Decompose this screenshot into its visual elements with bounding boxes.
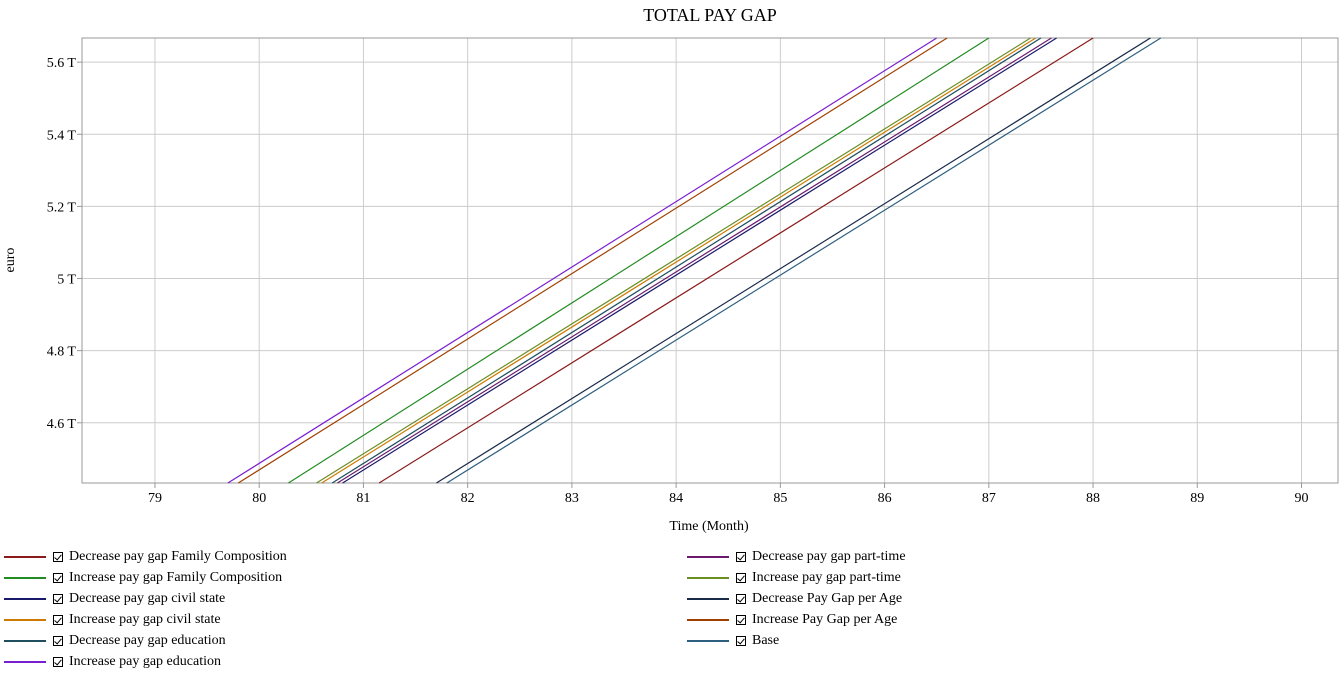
legend-checkbox[interactable] xyxy=(736,551,746,562)
x-tick-label: 84 xyxy=(669,491,683,506)
y-tick-label: 5.2 T xyxy=(47,200,77,215)
y-tick-label: 5.6 T xyxy=(47,56,77,71)
legend-swatch xyxy=(687,618,729,621)
x-tick-label: 79 xyxy=(148,491,162,506)
legend-item-increase-pay-gap-civil-state[interactable]: Increase pay gap civil state xyxy=(0,609,221,630)
legend-checkbox[interactable] xyxy=(53,551,63,562)
legend-item-increase-pay-gap-part-time[interactable]: Increase pay gap part-time xyxy=(683,567,901,588)
series-line-decrease-pay-gap-per-age xyxy=(436,37,1151,484)
legend-label: Increase pay gap part-time xyxy=(752,569,901,585)
legend-swatch xyxy=(4,576,46,579)
legend-item-increase-pay-gap-family-composition[interactable]: Increase pay gap Family Composition xyxy=(0,567,282,588)
legend-item-increase-pay-gap-per-age[interactable]: Increase Pay Gap per Age xyxy=(683,609,897,630)
legend: Decrease pay gap Family Composition Decre… xyxy=(0,546,1340,674)
y-tick-label: 5 T xyxy=(57,273,76,288)
legend-label: Increase pay gap Family Composition xyxy=(69,569,283,585)
chart-area: TOTAL PAY GAP 79 80 81 82 83 84 85 86 87 88 89 90 4… xyxy=(3,5,1339,534)
legend-checkbox[interactable] xyxy=(53,656,63,667)
legend-swatch xyxy=(687,576,729,579)
x-tick-label: 81 xyxy=(356,491,370,506)
series-line-decrease-pay-gap-education xyxy=(331,37,1042,484)
legend-swatch xyxy=(4,597,46,600)
legend-item-decrease-pay-gap-education[interactable]: Decrease pay gap education xyxy=(0,630,226,651)
legend-label: Increase pay gap education xyxy=(69,653,221,669)
x-axis-label: Time (Month) xyxy=(669,519,749,534)
legend-swatch xyxy=(687,639,729,642)
legend-label: Increase pay gap civil state xyxy=(69,611,221,627)
series-line-decrease-pay-gap-civil-state xyxy=(342,37,1057,484)
legend-checkbox[interactable] xyxy=(53,572,63,583)
x-tick-label: 83 xyxy=(565,491,579,506)
legend-swatch xyxy=(4,555,46,558)
series-line-increase-pay-gap-education xyxy=(227,37,938,484)
legend-item-increase-pay-gap-education[interactable]: Increase pay gap education xyxy=(0,651,221,672)
x-tick-label: 85 xyxy=(773,491,787,506)
x-tick-label: 80 xyxy=(252,491,266,506)
x-axis-ticks: 79 80 81 82 83 84 85 86 87 88 89 90 xyxy=(148,483,1309,506)
series-line-decrease-pay-gap-family-composition xyxy=(378,37,1094,484)
series-line-increase-pay-gap-family-composition xyxy=(288,37,990,484)
plot-frame xyxy=(81,37,1339,484)
legend-swatch xyxy=(4,660,46,663)
x-tick-label: 87 xyxy=(982,491,996,506)
series-lines xyxy=(227,37,1162,484)
legend-checkbox[interactable] xyxy=(736,572,746,583)
legend-label: Decrease pay gap Family Composition xyxy=(69,548,287,564)
legend-item-decrease-pay-gap-civil-state[interactable]: Decrease pay gap civil state xyxy=(0,588,225,609)
chart-title: TOTAL PAY GAP xyxy=(643,5,777,25)
legend-label: Base xyxy=(752,632,780,648)
legend-label: Decrease pay gap education xyxy=(69,632,226,648)
legend-item-base[interactable]: Base xyxy=(683,630,779,651)
y-tick-label: 4.8 T xyxy=(47,345,77,360)
legend-label: Increase Pay Gap per Age xyxy=(752,611,898,627)
x-tick-label: 90 xyxy=(1295,491,1309,506)
x-tick-label: 88 xyxy=(1086,491,1100,506)
legend-swatch xyxy=(687,555,729,558)
legend-item-decrease-pay-gap-part-time[interactable]: Decrease pay gap part-time xyxy=(683,546,906,567)
x-tick-label: 86 xyxy=(878,491,892,506)
grid-lines xyxy=(82,38,1338,483)
y-tick-label: 5.4 T xyxy=(47,128,77,143)
legend-label: Decrease Pay Gap per Age xyxy=(752,590,903,606)
series-line-increase-pay-gap-per-age xyxy=(237,37,948,484)
legend-swatch xyxy=(4,639,46,642)
legend-checkbox[interactable] xyxy=(736,593,746,604)
legend-checkbox[interactable] xyxy=(736,614,746,625)
series-line-increase-pay-gap-civil-state xyxy=(321,37,1037,484)
legend-label: Decrease pay gap part-time xyxy=(752,548,906,564)
legend-checkbox[interactable] xyxy=(53,635,63,646)
x-tick-label: 89 xyxy=(1190,491,1204,506)
series-line-base xyxy=(446,37,1162,484)
legend-checkbox[interactable] xyxy=(53,614,63,625)
legend-checkbox[interactable] xyxy=(736,635,746,646)
legend-swatch xyxy=(4,618,46,621)
x-tick-label: 82 xyxy=(461,491,475,506)
y-tick-label: 4.6 T xyxy=(47,417,77,432)
y-axis-ticks: 4.6 T 4.8 T 5 T 5.2 T 5.4 T 5.6 T xyxy=(47,56,82,432)
legend-checkbox[interactable] xyxy=(53,593,63,604)
y-axis-label: euro xyxy=(3,248,18,273)
legend-item-decrease-pay-gap-per-age[interactable]: Decrease Pay Gap per Age xyxy=(683,588,902,609)
legend-label: Decrease pay gap civil state xyxy=(69,590,226,606)
legend-swatch xyxy=(687,597,729,600)
legend-item-decrease-pay-gap-family-composition[interactable]: Decrease pay gap Family Composition xyxy=(0,546,287,567)
series-line-decrease-pay-gap-part-time xyxy=(337,37,1052,484)
series-line-increase-pay-gap-part-time xyxy=(316,37,1031,484)
